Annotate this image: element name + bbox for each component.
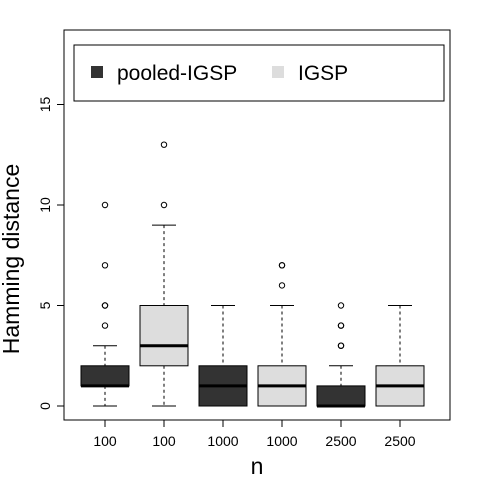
boxes-layer [80, 141, 425, 408]
box-group [316, 302, 366, 408]
outlier-point [278, 262, 286, 269]
outlier-point [101, 262, 109, 269]
x-tick-label: 100 [93, 433, 117, 449]
y-tick-label: 15 [37, 97, 53, 113]
y-axis-label: Hamming distance [0, 164, 24, 354]
outlier-point [337, 322, 345, 329]
box-group [80, 201, 130, 407]
legend: pooled-IGSP IGSP [73, 44, 445, 102]
box-group [139, 141, 189, 407]
x-tick-label: 100 [152, 433, 176, 449]
x-tick-label: 2500 [325, 433, 356, 449]
outlier-point [278, 282, 286, 289]
outlier-point [101, 302, 109, 309]
box-iqr [80, 365, 130, 387]
box-group [257, 262, 307, 407]
legend-swatch-pooled-igsp [91, 66, 103, 78]
box-group [198, 305, 248, 407]
x-tick-label: 1000 [266, 433, 297, 449]
y-tick-label: 10 [37, 197, 53, 213]
legend-swatch-igsp [272, 66, 284, 78]
legend-label-igsp: IGSP [298, 62, 348, 85]
outlier-point [101, 201, 109, 209]
outlier-point [160, 201, 168, 209]
legend-label-pooled-igsp: pooled-IGSP [117, 62, 237, 85]
box-iqr [316, 385, 366, 407]
outlier-point [337, 342, 345, 349]
y-tick-label: 0 [37, 402, 53, 410]
x-axis: 100 100 1000 1000 2500 2500 [93, 419, 416, 449]
outlier-point [160, 141, 168, 148]
box-group [375, 305, 425, 407]
y-axis: 0 5 10 15 [37, 97, 65, 410]
x-axis-label: n [251, 453, 264, 479]
box-iqr [139, 305, 189, 367]
x-tick-label: 2500 [384, 433, 415, 449]
outlier-point [337, 302, 345, 309]
outlier-point [101, 322, 109, 329]
y-tick-label: 5 [37, 301, 53, 309]
x-tick-label: 1000 [207, 433, 238, 449]
legend-frame [73, 44, 445, 102]
